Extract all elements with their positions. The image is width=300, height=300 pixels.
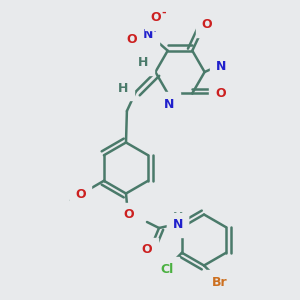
- Text: Cl: Cl: [160, 263, 173, 276]
- Text: H: H: [138, 56, 148, 70]
- Text: N: N: [172, 218, 183, 232]
- Text: O: O: [142, 243, 152, 256]
- Text: O: O: [215, 87, 226, 100]
- Text: O: O: [75, 188, 86, 201]
- Text: H: H: [222, 59, 232, 73]
- Text: H: H: [172, 211, 183, 224]
- Text: O: O: [201, 18, 212, 31]
- Text: H: H: [118, 82, 128, 95]
- Text: O: O: [126, 33, 137, 46]
- Text: O: O: [124, 208, 134, 221]
- Text: N: N: [216, 59, 226, 73]
- Text: O: O: [150, 11, 161, 24]
- Text: N: N: [164, 98, 174, 111]
- Text: -: -: [161, 7, 166, 17]
- Text: N: N: [143, 28, 153, 41]
- Text: Br: Br: [212, 275, 227, 289]
- Text: H: H: [164, 105, 174, 118]
- Text: +: +: [151, 24, 159, 34]
